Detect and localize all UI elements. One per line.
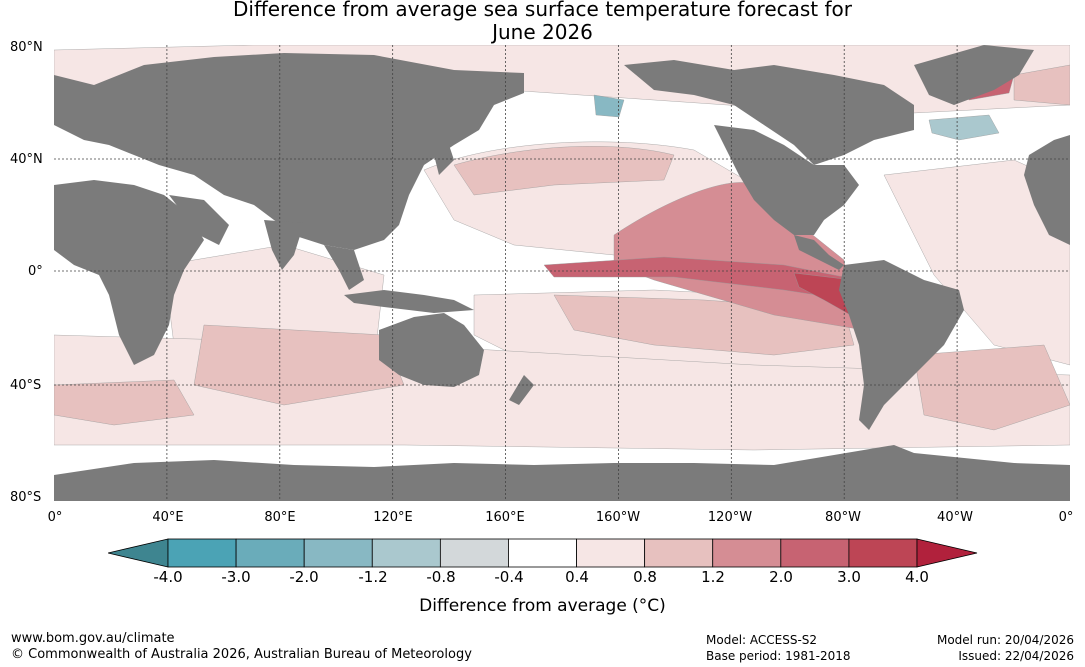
colorbar-tick-3-0: 3.0 [837, 568, 861, 586]
lon-label-160e: 160°E [485, 510, 525, 525]
land-india [264, 220, 304, 270]
map-title-line-1: Difference from average sea surface temp… [232, 0, 852, 21]
lon-label-40w: 40°W [937, 510, 973, 525]
moderate-warm-north-atlantic [1013, 64, 1070, 106]
colorbar-tick-0-4: 0.4 [565, 568, 589, 586]
map-title-line-2: June 2026 [492, 20, 593, 44]
colorbar-tick-0-8: 0.8 [633, 568, 657, 586]
land-greenland [914, 45, 1034, 105]
lat-label-equator: 0° [28, 264, 43, 279]
colorbar-tick-2-0: 2.0 [769, 568, 793, 586]
colorbar-low-extension [108, 538, 169, 568]
colorbar-tick-minus-4: -4.0 [153, 568, 183, 586]
moderate-warm-south-atlantic [913, 344, 1070, 431]
lon-label-80w: 80°W [825, 510, 861, 525]
colorbar-cell [508, 538, 577, 568]
land-alaska-canada [624, 60, 914, 165]
land-arabia [169, 195, 229, 245]
lat-label-80n: 80°N [10, 40, 43, 55]
land-south-america [839, 260, 964, 430]
colorbar-cell [167, 538, 237, 568]
colorbar-cell [439, 538, 509, 568]
land-southeast-asia [324, 245, 364, 290]
colorbar-cell [712, 538, 782, 568]
lon-label-40e: 40°E [152, 510, 184, 525]
colorbar-tick-minus-2: -2.0 [289, 568, 319, 586]
land-north-america [714, 125, 859, 235]
colorbar-cell [576, 538, 646, 568]
lon-label-160w: 160°W [595, 510, 641, 525]
lat-label-40s: 40°S [10, 378, 42, 393]
colorbar-high-extension [916, 538, 978, 568]
graticule [54, 45, 1070, 501]
colorbar-tick-1-2: 1.2 [701, 568, 725, 586]
footer-base-period: Base period: 1981-2018 [706, 649, 851, 663]
lon-label-0-left: 0° [47, 510, 63, 525]
footer-copyright: © Commonwealth of Australia 2026, Austra… [11, 647, 472, 662]
colorbar-cell [780, 538, 850, 568]
land-japan [434, 145, 454, 175]
colorbar-tick-4-0: 4.0 [905, 568, 929, 586]
moderate-warm-north-pacific-band [453, 146, 675, 196]
footer-model: Model: ACCESS-S2 [706, 633, 818, 647]
footer-website: www.bom.gov.au/climate [11, 631, 175, 646]
colorbar-cell [235, 538, 305, 568]
land-indonesia [344, 290, 474, 313]
lat-label-80s: 80°S [10, 490, 42, 505]
lon-label-0-right: 0° [1058, 510, 1074, 525]
colorbar-tick-minus-1-2: -1.2 [358, 568, 388, 586]
lon-label-120e: 120°E [373, 510, 413, 525]
land-central-america [794, 235, 844, 270]
colorbar-cell [371, 538, 441, 568]
colorbar-tick-minus-3: -3.0 [221, 568, 251, 586]
land-antarctica [54, 445, 1070, 501]
footer-model-run: Model run: 20/04/2026 [936, 633, 1074, 647]
cool-bering-sea [593, 94, 625, 118]
colorbar-cell [644, 538, 714, 568]
colorbar-tick-minus-0-8: -0.8 [426, 568, 456, 586]
footer-issued-date: Issued: 22/04/2026 [958, 649, 1074, 663]
land-eurasia [54, 53, 524, 250]
land-europe-west [1024, 135, 1070, 245]
weak-warm-atlantic [883, 159, 1070, 366]
cool-north-atlantic [928, 114, 1000, 141]
colorbar-title: Difference from average (°C) [419, 596, 666, 616]
land-new-zealand [509, 375, 534, 405]
moderate-warm-southern-ocean [54, 379, 195, 426]
colorbar-cell [848, 538, 918, 568]
lat-label-40n: 40°N [10, 152, 43, 167]
lon-label-80e: 80°E [264, 510, 296, 525]
colorbar [108, 538, 978, 568]
lon-label-120w: 120°W [707, 510, 753, 525]
sst-anomaly-map [54, 45, 1070, 501]
colorbar-cells [167, 538, 918, 568]
colorbar-cell [303, 538, 373, 568]
colorbar-tick-minus-0-4: -0.4 [494, 568, 524, 586]
land-australia [379, 313, 484, 387]
